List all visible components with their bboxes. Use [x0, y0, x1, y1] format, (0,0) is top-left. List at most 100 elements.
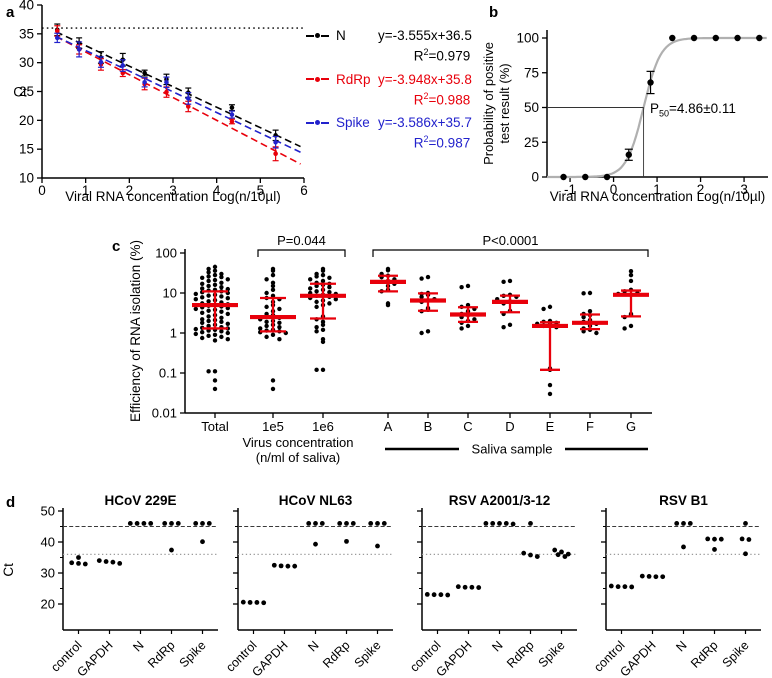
x-tick-label: 6 — [300, 183, 308, 198]
data-point — [381, 521, 387, 526]
data-point — [219, 329, 224, 334]
data-point — [206, 270, 211, 275]
data-point — [270, 280, 276, 285]
data-point — [337, 521, 343, 526]
data-point — [344, 521, 349, 526]
data-point — [419, 294, 424, 300]
data-point — [385, 268, 391, 273]
y-tick-label: 10 — [19, 171, 34, 186]
data-point — [200, 295, 205, 300]
y-axis-label: Ct — [13, 85, 27, 100]
data-point — [206, 308, 211, 313]
data-point — [206, 314, 211, 319]
p-value-label: P=0.044 — [277, 233, 326, 248]
y-tick-label: 20 — [41, 597, 55, 612]
legend-equation: y=-3.586x+35.7 — [378, 115, 472, 130]
data-point — [206, 333, 211, 339]
data-point — [76, 560, 81, 566]
y-tick-label: 1 — [170, 326, 177, 341]
data-point — [465, 283, 471, 289]
data-point — [308, 277, 313, 282]
data-point — [277, 320, 282, 325]
data-point — [547, 391, 553, 397]
data-point — [314, 299, 319, 305]
data-point — [200, 539, 205, 545]
legend-r-squared: R2=0.987 — [413, 134, 471, 151]
data-point — [555, 552, 561, 558]
data-point — [314, 367, 319, 373]
data-point — [264, 323, 269, 329]
category-label: N — [489, 638, 505, 654]
x-tick-label: 0 — [38, 183, 46, 198]
data-point — [212, 378, 218, 383]
data-point — [193, 291, 198, 297]
data-point — [200, 281, 205, 286]
data-point — [712, 547, 717, 552]
category-label: N — [673, 638, 689, 654]
data-point — [521, 550, 527, 556]
y-tick-label: 0.1 — [159, 366, 177, 381]
data-point — [501, 279, 506, 285]
data-point — [54, 28, 60, 34]
data-point — [264, 277, 269, 282]
data-point — [419, 276, 424, 281]
data-point — [327, 289, 332, 295]
legend-series-name: N — [336, 28, 346, 43]
data-point — [200, 310, 205, 315]
data-point — [629, 584, 635, 590]
data-point — [528, 552, 533, 558]
data-point — [375, 543, 380, 549]
data-point — [264, 334, 269, 340]
data-point — [193, 521, 199, 526]
data-point — [225, 336, 230, 342]
data-point — [212, 272, 218, 278]
y-tick-label: 0 — [531, 170, 539, 185]
data-point — [743, 551, 748, 557]
data-point — [229, 105, 235, 110]
data-point — [565, 551, 571, 557]
data-point — [264, 304, 269, 310]
data-point — [314, 289, 319, 294]
data-point — [225, 311, 230, 317]
data-point — [200, 521, 205, 526]
panel-c-chart: 100 10 1 0.1 0.01 Efficiency of RNA isolation… — [128, 233, 652, 465]
data-point — [206, 274, 211, 279]
data-point — [615, 584, 621, 590]
data-point — [110, 559, 116, 565]
data-point — [98, 59, 104, 65]
y-tick-label: 40 — [19, 0, 34, 13]
x-tick-label: 0 — [610, 182, 618, 197]
data-point — [350, 521, 356, 526]
y-tick-label: 30 — [19, 55, 34, 70]
category-label: RdRp — [504, 638, 537, 671]
data-point — [292, 563, 298, 569]
data-point — [552, 547, 558, 553]
x-axis-label: Viral RNA concentration Log(n/10µl) — [550, 189, 765, 204]
data-point — [712, 536, 717, 542]
data-point — [164, 79, 169, 85]
x-tick-label: 2 — [126, 183, 134, 198]
category-label: RdRp — [688, 638, 721, 671]
y-tick-label: 15 — [19, 142, 34, 157]
data-point — [270, 332, 276, 338]
x-tick-label: 4 — [213, 183, 221, 198]
group-axis-label: (n/ml of saliva) — [256, 450, 341, 465]
data-point — [314, 304, 319, 310]
data-point — [431, 592, 437, 598]
data-point — [628, 323, 634, 329]
category-label: Spike — [352, 638, 384, 670]
data-point — [497, 521, 502, 526]
data-point — [148, 521, 154, 526]
data-point — [469, 584, 475, 590]
category-label: RdRp — [145, 638, 178, 671]
data-point — [270, 283, 276, 289]
data-point — [142, 70, 147, 76]
category-label: Total — [201, 419, 229, 434]
data-point — [313, 541, 318, 547]
data-point — [425, 274, 431, 280]
y-tick-label: 40 — [41, 535, 55, 550]
data-point — [117, 560, 123, 566]
data-point — [628, 269, 634, 274]
data-point — [206, 293, 211, 298]
x-tick-label: 1 — [82, 183, 90, 198]
